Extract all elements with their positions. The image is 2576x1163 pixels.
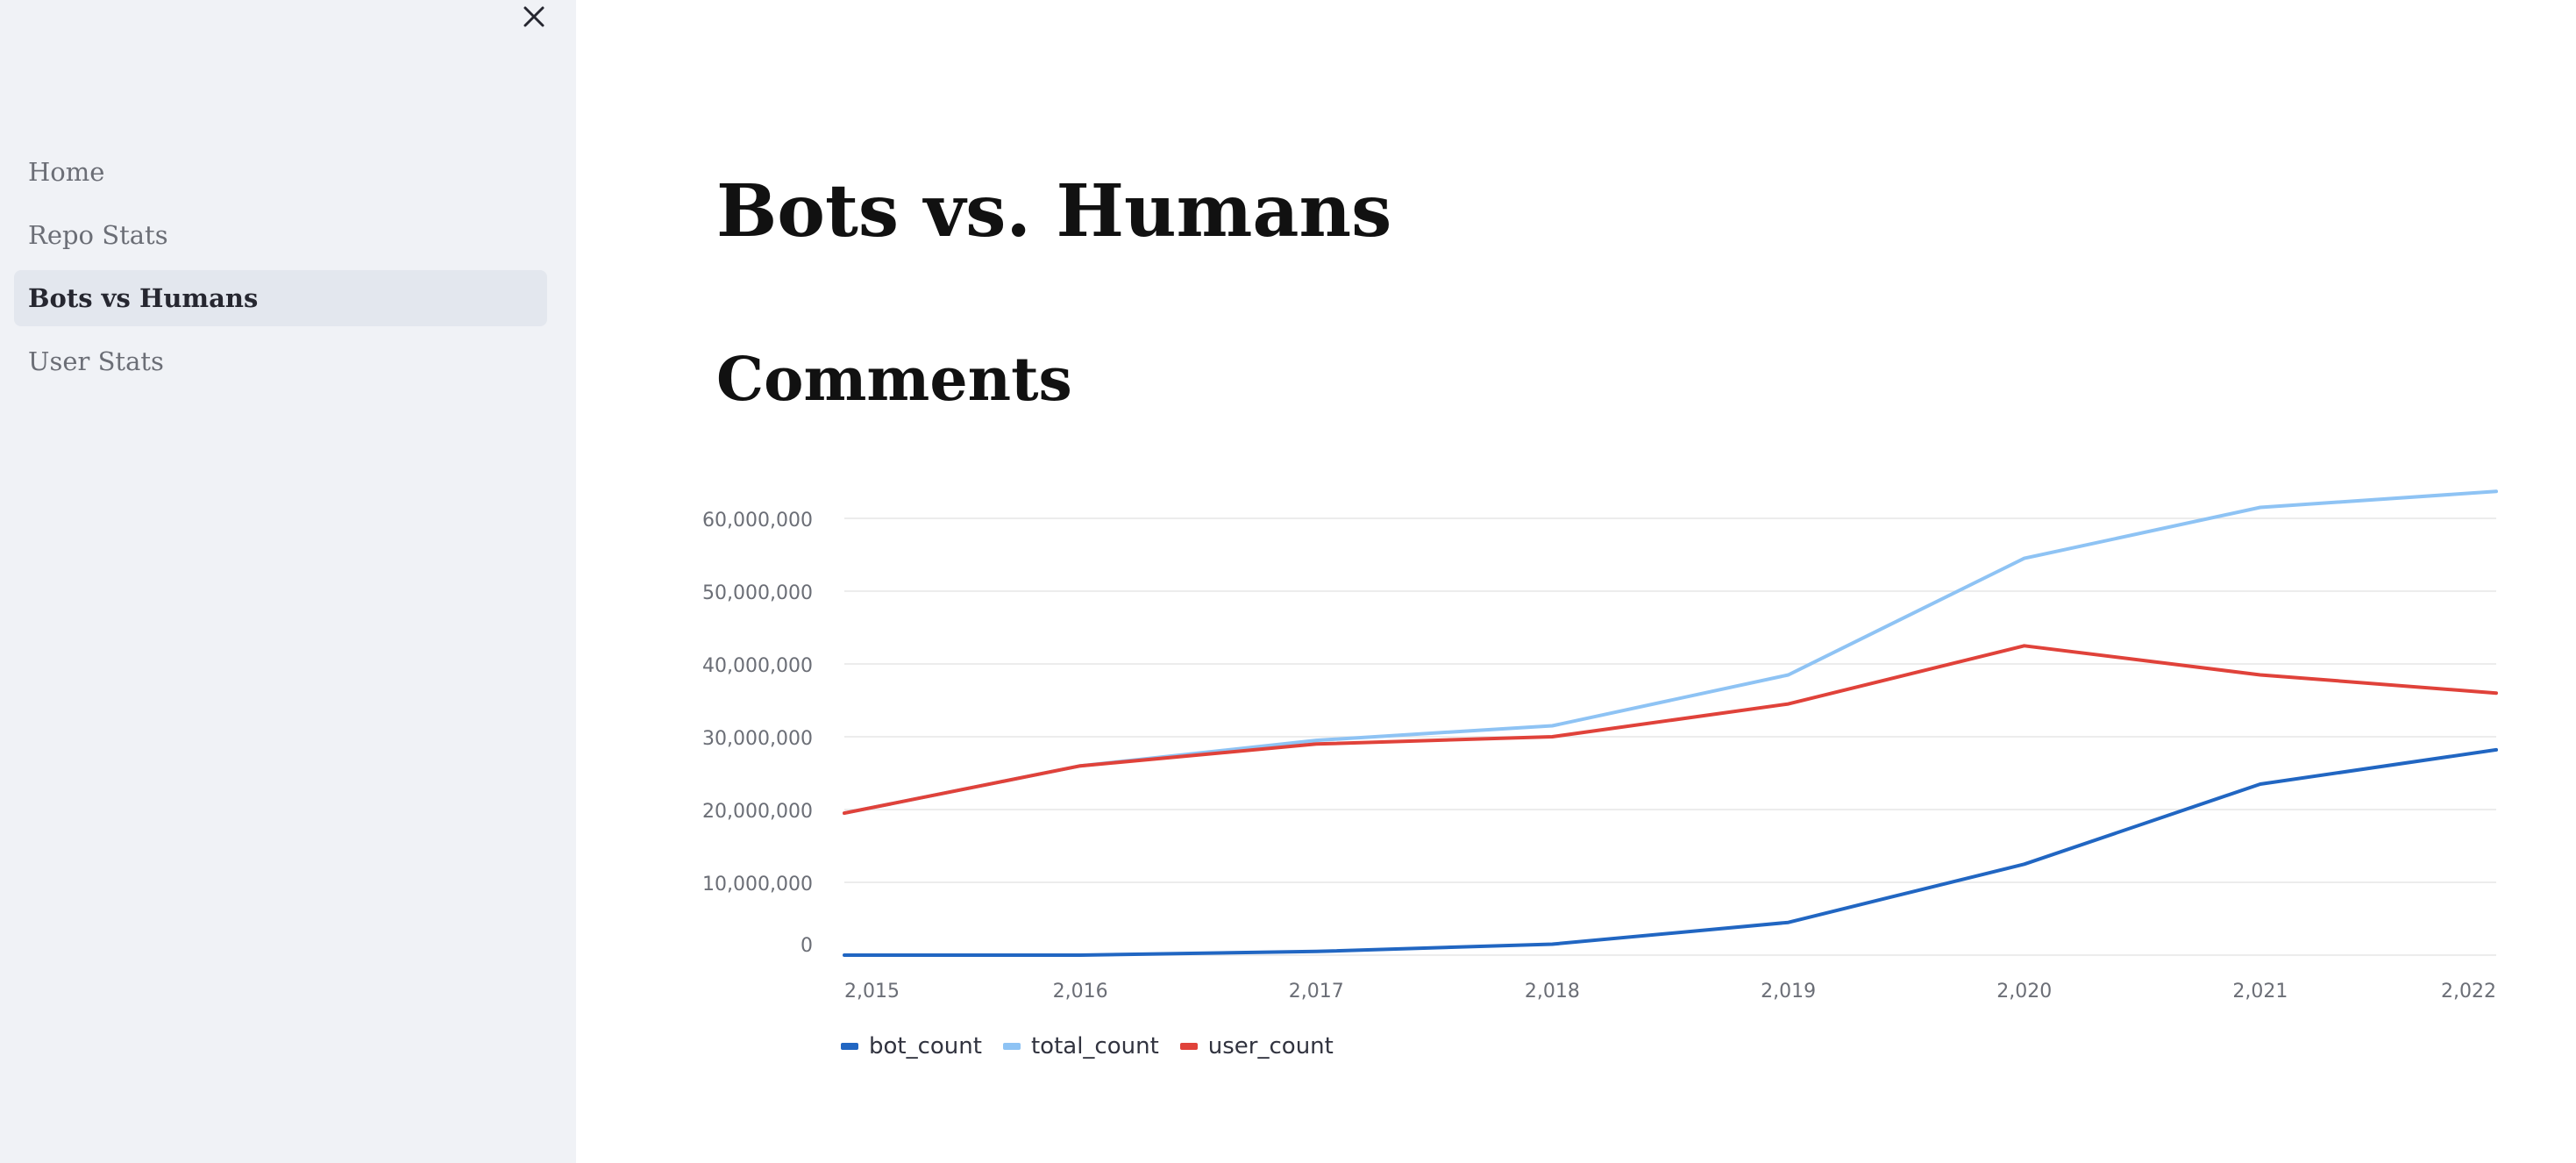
sidebar: Home Repo Stats Bots vs Humans User Stat… [0, 0, 576, 1163]
x-tick-label: 2,016 [1053, 981, 1108, 1002]
close-icon [523, 6, 544, 27]
y-tick-label: 30,000,000 [702, 728, 813, 750]
legend-item-bot-count: bot_count [841, 1033, 982, 1060]
legend-swatch [1179, 1043, 1198, 1050]
close-sidebar-button[interactable] [517, 0, 551, 33]
main-content: Bots vs. Humans Comments 0 10,000,000 20,0… [576, 0, 2576, 1163]
x-tick-label: 2,015 [844, 981, 900, 1002]
sidebar-item-label: Repo Stats [28, 220, 168, 250]
legend-label: user_count [1207, 1033, 1334, 1060]
x-tick-label: 2,022 [2441, 981, 2496, 1002]
x-tick-label: 2,020 [1996, 981, 2052, 1002]
y-tick-label: 40,000,000 [702, 655, 813, 677]
legend-item-total-count: total_count [1002, 1033, 1159, 1060]
sidebar-item-home[interactable]: Home [14, 144, 547, 200]
sidebar-item-bots-vs-humans[interactable]: Bots vs Humans [14, 270, 547, 326]
page-title: Bots vs. Humans [716, 169, 1392, 253]
y-tick-label: 60,000,000 [702, 510, 813, 532]
comments-chart: 0 10,000,000 20,000,000 30,000,000 40,000,00… [576, 0, 2576, 1163]
chart-legend: bot_count total_count user_count [841, 1033, 1334, 1060]
y-tick-label: 50,000,000 [702, 582, 813, 604]
legend-label: total_count [1030, 1033, 1159, 1060]
sidebar-item-label: Home [28, 157, 105, 187]
x-tick-label: 2,019 [1761, 981, 1816, 1002]
legend-swatch [841, 1043, 858, 1050]
sidebar-nav: Home Repo Stats Bots vs Humans User Stat… [14, 144, 547, 396]
sidebar-item-label: User Stats [28, 346, 164, 376]
legend-swatch [1002, 1043, 1021, 1050]
legend-item-user-count: user_count [1179, 1033, 1334, 1060]
x-tick-label: 2,018 [1525, 981, 1580, 1002]
sidebar-item-label: Bots vs Humans [28, 283, 259, 313]
legend-label: bot_count [869, 1033, 982, 1060]
section-title: Comments [716, 345, 1072, 415]
chart-svg: 0 10,000,000 20,000,000 30,000,000 40,000,00… [702, 489, 2498, 1002]
series-line-bot-count [843, 747, 2498, 957]
sidebar-item-repo-stats[interactable]: Repo Stats [14, 207, 547, 263]
x-tick-label: 2,017 [1289, 981, 1344, 1002]
y-tick-label: 20,000,000 [702, 801, 813, 823]
y-tick-label: 10,000,000 [702, 874, 813, 895]
series-line-user-count [843, 644, 2498, 816]
y-tick-label: 0 [801, 935, 813, 957]
sidebar-item-user-stats[interactable]: User Stats [14, 333, 547, 389]
x-tick-label: 2,021 [2232, 981, 2288, 1002]
